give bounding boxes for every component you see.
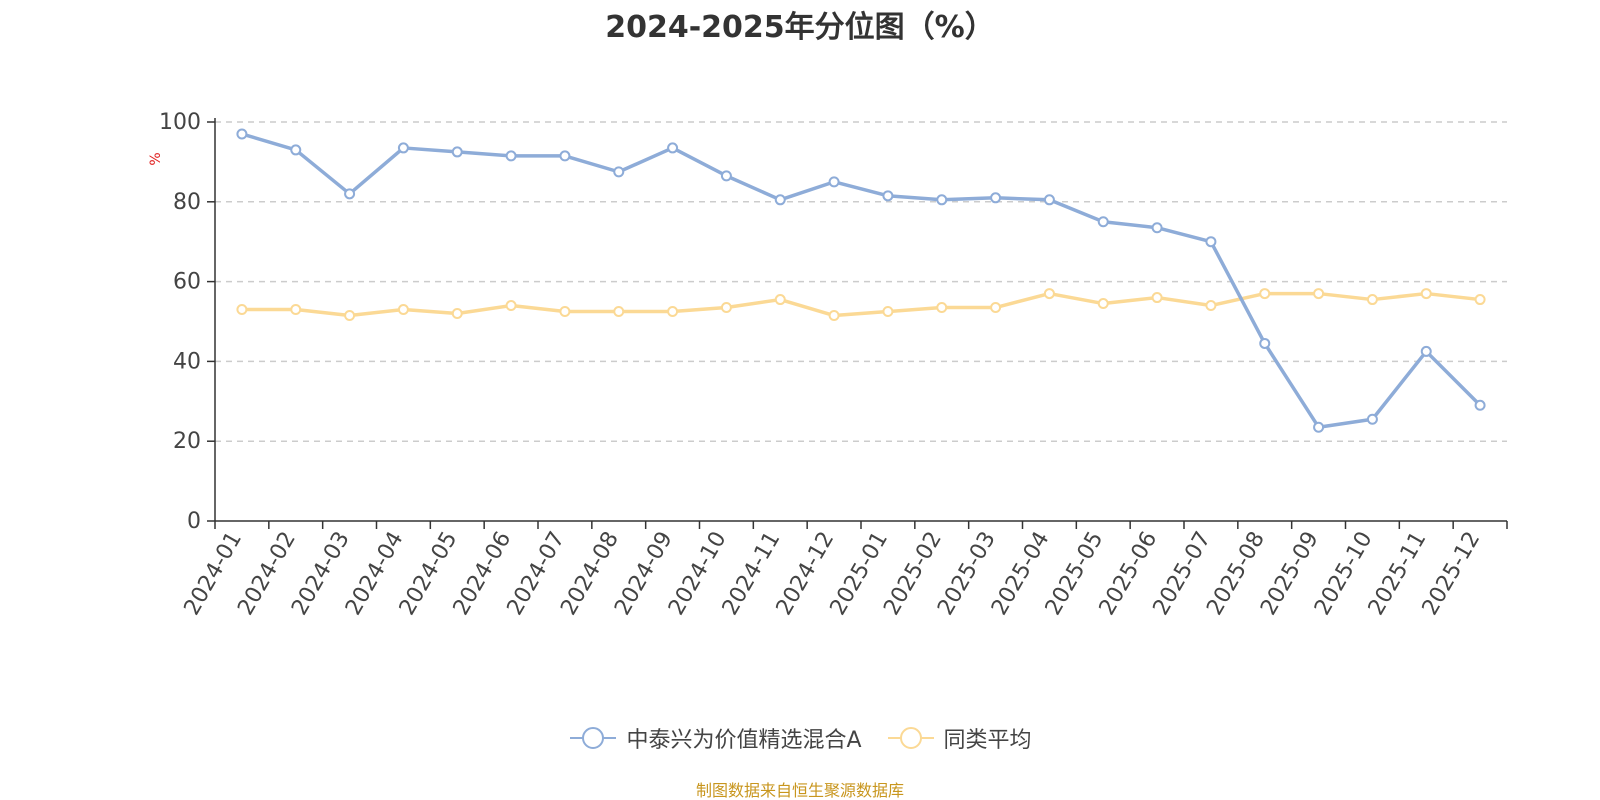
legend-label: 同类平均 bbox=[943, 728, 1032, 753]
data-point bbox=[774, 194, 786, 206]
y-axis-label: % bbox=[148, 152, 164, 165]
data-point bbox=[613, 306, 625, 318]
data-point bbox=[613, 166, 625, 178]
data-point bbox=[1366, 413, 1378, 425]
data-point bbox=[882, 190, 894, 202]
legend-item-1[interactable]: 同类平均 bbox=[886, 722, 1032, 754]
data-point bbox=[774, 294, 786, 306]
data-point bbox=[397, 142, 409, 154]
legend-marker-icon bbox=[570, 727, 617, 749]
data-point bbox=[1474, 399, 1486, 411]
data-point bbox=[1151, 222, 1163, 234]
legend-item-0[interactable]: 中泰兴为价值精选混合A bbox=[568, 722, 862, 754]
data-point bbox=[667, 142, 679, 154]
axes bbox=[207, 118, 1508, 529]
y-tick-label: 20 bbox=[173, 429, 201, 454]
data-point bbox=[936, 194, 948, 206]
y-tick-label: 0 bbox=[187, 509, 201, 534]
legend: 中泰兴为价值精选混合A 同类平均 bbox=[0, 722, 1600, 757]
data-point bbox=[1097, 216, 1109, 228]
grid-lines bbox=[215, 121, 1507, 442]
data-point bbox=[720, 170, 732, 182]
data-point bbox=[1366, 294, 1378, 306]
data-point bbox=[828, 310, 840, 322]
legend-label: 中泰兴为价值精选混合A bbox=[626, 728, 862, 753]
data-point bbox=[1313, 421, 1325, 433]
data-point bbox=[236, 304, 248, 316]
data-point bbox=[451, 146, 463, 158]
y-tick-label: 60 bbox=[173, 270, 201, 295]
chart-title: 2024-2025年分位图（%） bbox=[605, 10, 995, 45]
data-point bbox=[1205, 236, 1217, 248]
data-point bbox=[559, 306, 571, 318]
data-point bbox=[1097, 298, 1109, 310]
y-tick-label: 100 bbox=[159, 110, 201, 135]
data-point bbox=[344, 188, 356, 200]
data-point bbox=[1313, 288, 1325, 300]
data-point bbox=[1259, 337, 1271, 349]
data-point bbox=[1420, 288, 1432, 300]
data-point bbox=[828, 176, 840, 188]
data-point bbox=[882, 306, 894, 318]
data-point bbox=[990, 192, 1002, 204]
y-tick-label: 80 bbox=[173, 190, 201, 215]
data-point bbox=[1420, 345, 1432, 357]
data-point bbox=[559, 150, 571, 162]
data-point bbox=[344, 310, 356, 322]
data-point bbox=[1474, 294, 1486, 306]
data-point bbox=[505, 150, 517, 162]
data-point bbox=[936, 302, 948, 314]
data-point bbox=[290, 304, 302, 316]
data-point bbox=[505, 300, 517, 312]
data-point bbox=[451, 308, 463, 320]
data-point bbox=[236, 128, 248, 140]
data-point bbox=[1043, 288, 1055, 300]
data-point bbox=[667, 306, 679, 318]
legend-marker-icon bbox=[887, 727, 934, 749]
data-point bbox=[990, 302, 1002, 314]
y-tick-label: 40 bbox=[173, 349, 201, 374]
data-point bbox=[1043, 194, 1055, 206]
series-lines bbox=[236, 128, 1486, 433]
series-line-0 bbox=[241, 132, 1482, 429]
data-point bbox=[1205, 300, 1217, 312]
data-point bbox=[720, 302, 732, 314]
data-point bbox=[1259, 288, 1271, 300]
series-line-1 bbox=[241, 291, 1481, 318]
source-note: 制图数据来自恒生聚源数据库 bbox=[695, 781, 904, 800]
data-point bbox=[290, 144, 302, 156]
data-point bbox=[1151, 292, 1163, 304]
data-point bbox=[397, 304, 409, 316]
